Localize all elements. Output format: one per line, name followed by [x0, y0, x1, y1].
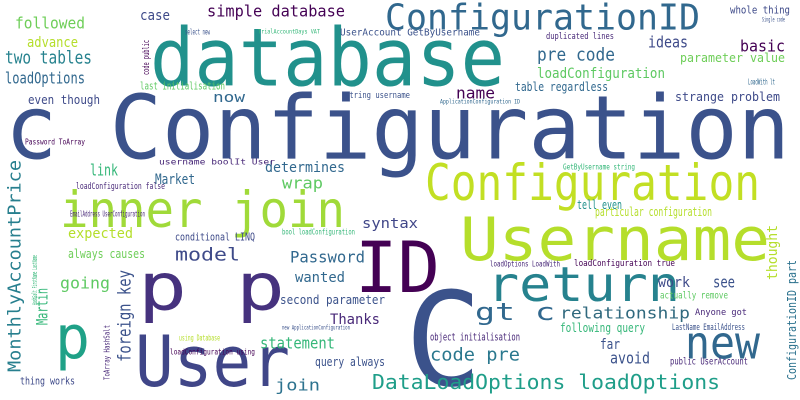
word: ConfigurationID: [385, 0, 700, 39]
word: Password: [290, 248, 365, 267]
word: ideas: [648, 33, 688, 52]
word: advance: [27, 35, 78, 51]
word: table regardless: [515, 80, 608, 94]
word: far: [600, 337, 620, 353]
word: loadOptions LoadWith: [490, 260, 560, 269]
word: second parameter: [280, 293, 385, 307]
word: GetByUsername string: [563, 163, 635, 172]
word: loadConfiguration using: [170, 348, 255, 357]
word: p p: [138, 251, 285, 326]
word: query always: [315, 355, 385, 369]
word: select new: [185, 28, 210, 37]
word: wanted: [295, 270, 345, 286]
word: new ApplicationConfiguration: [282, 325, 350, 332]
word: now: [213, 90, 246, 106]
word: going: [60, 274, 110, 293]
word: statement: [260, 334, 335, 353]
word: even though: [28, 93, 100, 107]
word: thing works: [20, 375, 75, 388]
word: thought: [765, 225, 781, 280]
word: always causes: [68, 247, 145, 261]
word: case: [140, 8, 170, 24]
word: model: [175, 245, 240, 266]
word: actually remove: [660, 291, 728, 302]
word: username boolIt User: [159, 158, 275, 167]
word: followed: [15, 14, 85, 33]
word: ID: [355, 227, 440, 309]
word: loadConfiguration: [537, 66, 665, 82]
word: see: [713, 273, 735, 292]
word: code public: [142, 40, 152, 75]
word: loadOptions: [5, 69, 85, 88]
word: simple database: [207, 2, 345, 21]
word: determines: [265, 160, 345, 176]
word: p: [55, 303, 90, 373]
word: database: [150, 12, 505, 105]
word: loadConfiguration true: [574, 259, 675, 269]
word: link: [90, 161, 118, 180]
word: bool loadConfiguration: [282, 228, 355, 237]
word: basic: [740, 37, 785, 56]
word: parameter value: [680, 51, 785, 65]
word: MonthlyAccountPrice: [5, 160, 26, 372]
word: Market: [155, 172, 195, 188]
word: new: [685, 317, 761, 370]
word: conditional LINQ: [175, 231, 255, 244]
word: LastName EmailAddress: [672, 323, 745, 333]
word: avoid: [610, 349, 650, 368]
word: using Database: [179, 334, 220, 343]
word: last initialisation: [140, 80, 225, 93]
word: ConfigurationID part: [785, 260, 799, 380]
word: inner join: [60, 181, 345, 239]
word: ApplicationConfiguration ID: [440, 99, 520, 106]
word: following query: [560, 321, 645, 335]
word: TrialAccountDays VAT: [258, 29, 320, 36]
word: whole thing: [730, 4, 790, 17]
word: expected: [68, 226, 133, 242]
word: object initialisation: [430, 331, 520, 344]
word: work: [658, 275, 691, 291]
word: ToArray HashSalt: [103, 325, 112, 380]
word: EmailAddress UserConfiguration: [70, 210, 145, 219]
word: Anyone got: [695, 308, 747, 318]
word: syntax: [362, 216, 418, 232]
word: Configuration: [425, 154, 760, 212]
word: wrap: [282, 174, 323, 193]
word: join: [275, 376, 320, 395]
word: DataLoadOptions loadOptions: [372, 370, 720, 394]
word: User: [135, 321, 290, 400]
word: C: [405, 264, 482, 400]
word: name: [456, 84, 495, 103]
word: particular configuration: [595, 205, 712, 219]
word: Password ToArray: [25, 138, 85, 147]
word: string username: [345, 91, 410, 101]
word: Thanks: [330, 312, 380, 328]
word: relationship: [560, 304, 690, 323]
word: pre code: [537, 45, 615, 66]
word: two tables: [5, 48, 92, 69]
word: Single code: [762, 17, 785, 24]
word: Martin: [33, 288, 52, 325]
word: Username: [460, 205, 770, 275]
word: public UserAccount: [670, 357, 748, 368]
word: strange problem: [675, 90, 780, 104]
word: tell even: [577, 198, 622, 212]
word: gt c: [475, 298, 555, 326]
word: c Configuration: [5, 77, 790, 180]
word: return: [487, 257, 680, 313]
word: loadConfiguration false: [76, 182, 165, 192]
word: LoadWith lt: [748, 78, 775, 87]
word: foreign key: [115, 270, 136, 362]
word: code pre: [430, 345, 520, 366]
word: HashSalt FirstName LastName: [31, 255, 39, 305]
word: UserAccount GetByUsername: [340, 28, 480, 39]
word: duplicated lines: [546, 32, 614, 42]
